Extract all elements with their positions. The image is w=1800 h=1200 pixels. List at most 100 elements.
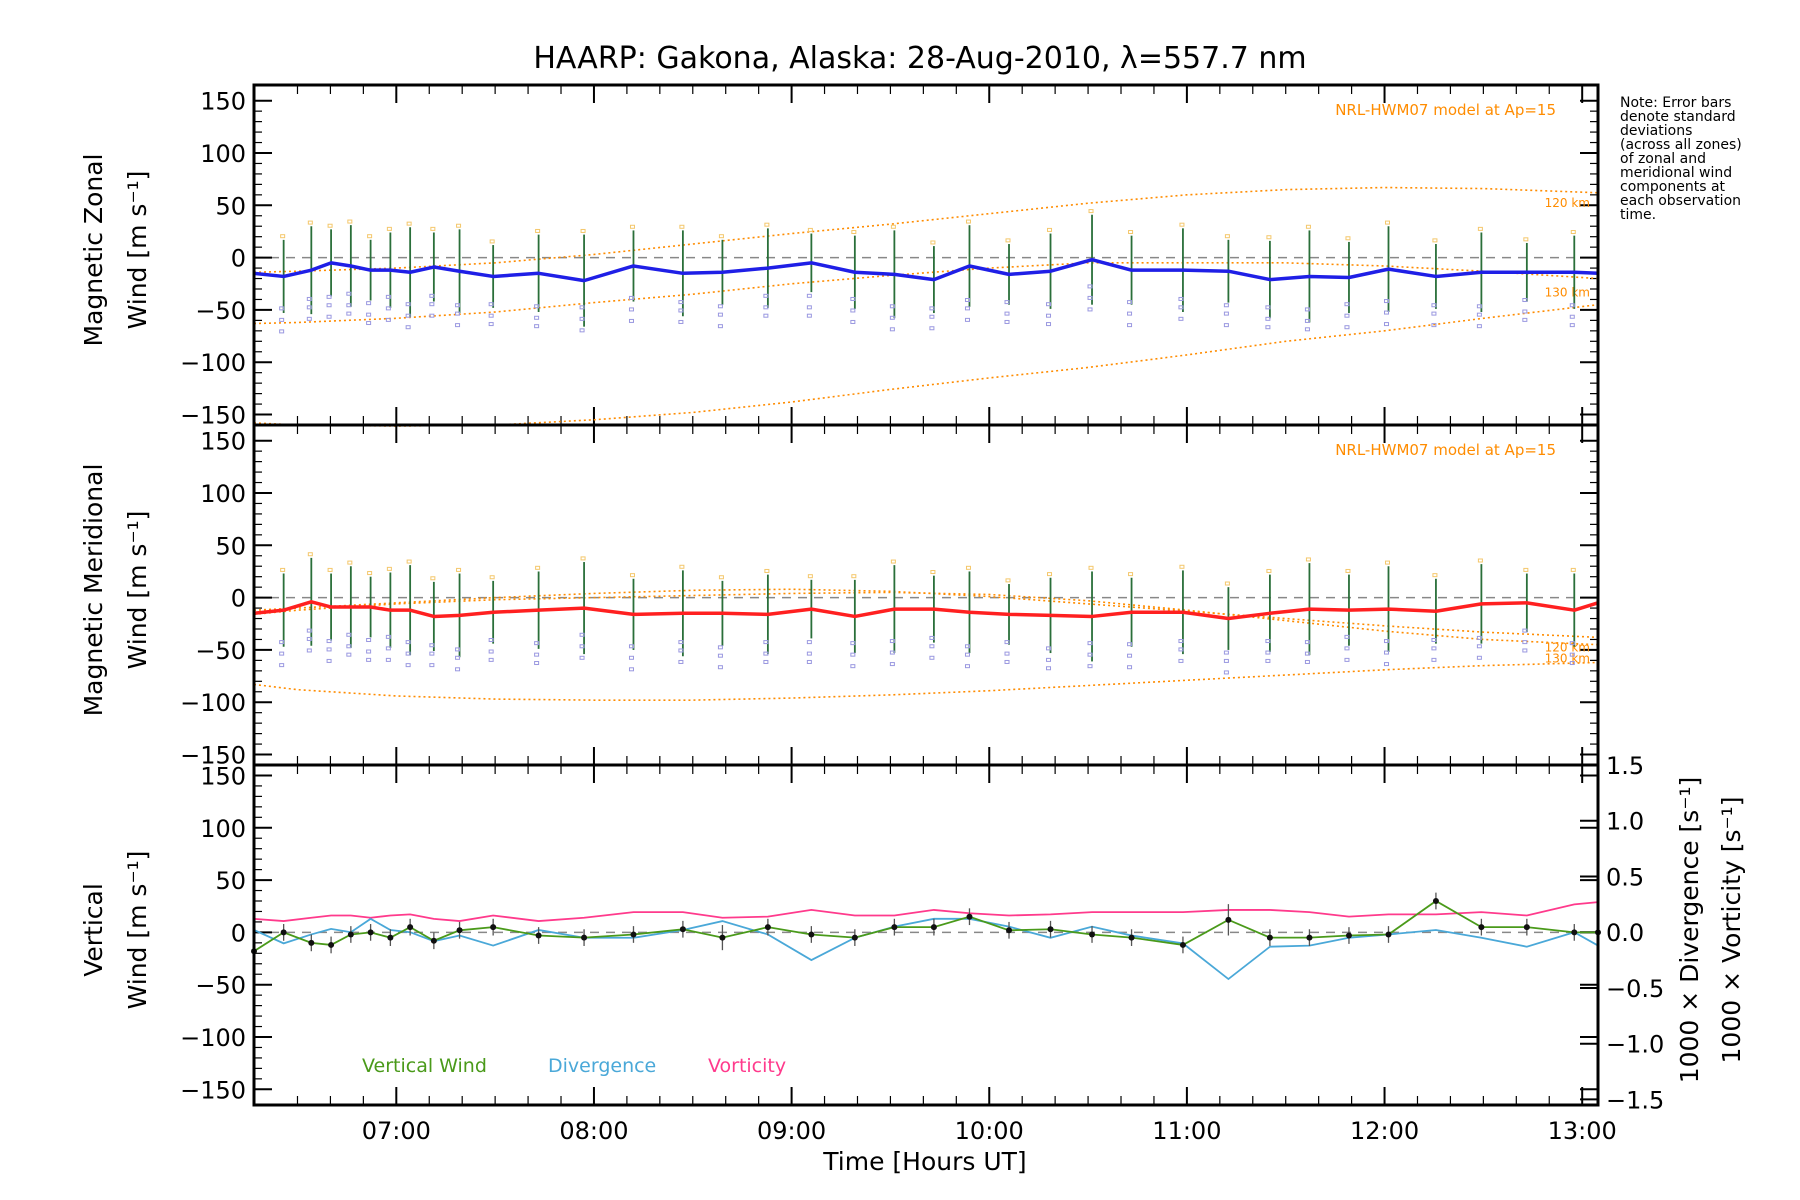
zone-point	[346, 311, 352, 316]
note-line: meridional wind	[1620, 165, 1732, 181]
zone-point	[678, 300, 684, 305]
zone-point	[806, 651, 812, 656]
zone-point	[678, 308, 684, 313]
y-tick-label: 50	[215, 192, 246, 220]
zone-point	[1087, 664, 1093, 669]
x-tick-label: 12:00	[1350, 1117, 1419, 1145]
zone-point	[1383, 322, 1389, 327]
vertical-wind-point	[430, 937, 437, 944]
y-tick-label: −100	[180, 349, 246, 377]
zone-point	[806, 313, 812, 318]
zone-point	[1431, 646, 1437, 651]
zone-point	[535, 565, 541, 570]
zone-point	[1304, 318, 1310, 323]
meridional-ylabel-line2: Wind [m s⁻¹]	[123, 511, 152, 670]
zone-point	[889, 662, 895, 667]
altitude-label: 130 km	[1545, 286, 1590, 300]
zone-point	[629, 573, 635, 578]
y-tick-label: 0	[231, 919, 246, 947]
zone-point	[580, 556, 586, 561]
zone-point	[806, 305, 812, 310]
zone-point	[279, 329, 285, 334]
zone-point	[385, 646, 391, 651]
zone-point	[347, 560, 353, 565]
x-tick-label: 09:00	[757, 1117, 826, 1145]
zone-point	[489, 239, 495, 244]
x-tick-label: 13:00	[1548, 1117, 1617, 1145]
zone-point	[1305, 557, 1311, 562]
zone-point	[1004, 311, 1010, 316]
panel-frame	[252, 763, 1600, 1107]
zone-point	[1522, 628, 1528, 633]
zone-point	[405, 302, 411, 307]
model-curve	[253, 661, 1599, 701]
zone-point	[628, 307, 634, 312]
zone-point	[346, 644, 352, 649]
x-tick-label: 10:00	[955, 1117, 1024, 1145]
zone-point	[1476, 324, 1482, 329]
zone-point	[455, 647, 461, 652]
note-line: components at	[1620, 179, 1726, 195]
vertical-wind-point	[1179, 941, 1186, 948]
zone-point	[1004, 319, 1010, 324]
zone-point	[1383, 639, 1389, 644]
zone-point	[1265, 658, 1271, 663]
zone-point	[488, 313, 494, 318]
vertical-wind-point	[1266, 934, 1273, 941]
zone-point	[1087, 641, 1093, 646]
vertical-wind-point	[1478, 924, 1485, 931]
zone-point	[367, 234, 373, 239]
zone-point	[534, 641, 540, 646]
y-tick-label: 100	[200, 140, 246, 168]
vertical-wind-panel: 150 100 50 0 −50 −100 −150 1.5 1.0 0.5 0.0 −0.5 −1.0…	[180, 752, 1664, 1145]
zone-point	[850, 296, 856, 301]
zone-point	[405, 325, 411, 330]
zone-point	[366, 321, 372, 326]
zone-point	[488, 657, 494, 662]
y-tick-label: −150	[180, 1076, 246, 1104]
zone-point	[965, 219, 971, 224]
vertical-wind-point	[280, 929, 287, 936]
vertical-wind-point	[1225, 916, 1232, 923]
zone-point	[1345, 236, 1351, 241]
zone-point	[718, 234, 724, 239]
zone-point	[850, 319, 856, 324]
zone-point	[678, 640, 684, 645]
zone-point	[807, 574, 813, 579]
zone-point	[280, 234, 286, 239]
zone-point	[929, 635, 935, 640]
zone-point	[1383, 299, 1389, 304]
vertical-wind-point	[1089, 931, 1096, 938]
y2-tick-label: 1.0	[1606, 808, 1644, 836]
vertical-wind-point	[1345, 932, 1352, 939]
zone-point	[717, 324, 723, 329]
zone-point	[280, 567, 286, 572]
zone-point	[1305, 224, 1311, 229]
y-tick-label: 50	[215, 532, 246, 560]
zone-point	[717, 645, 723, 650]
zone-point	[1265, 305, 1271, 310]
zone-point	[1178, 647, 1184, 652]
zone-point	[1178, 316, 1184, 321]
note-line: time.	[1620, 207, 1656, 223]
zone-point	[1570, 230, 1576, 235]
zone-point	[1304, 640, 1310, 645]
zone-point	[930, 240, 936, 245]
zone-point	[1384, 220, 1390, 225]
zone-point	[1179, 222, 1185, 227]
y2-tick-label: 1.5	[1606, 752, 1644, 780]
model-curve	[253, 588, 1599, 639]
y-tick-label: 0	[231, 245, 246, 273]
vertical-wind-point	[930, 924, 937, 931]
zone-point	[327, 223, 333, 228]
vertical-wind-point	[308, 939, 315, 946]
zone-point	[1004, 651, 1010, 656]
zone-point	[456, 223, 462, 228]
zone-point	[346, 632, 352, 637]
zone-point	[1178, 658, 1184, 663]
model-curve	[253, 262, 1599, 325]
y-tick-label: 100	[200, 480, 246, 508]
vertical-ylabel-line2: Wind [m s⁻¹]	[123, 851, 152, 1010]
zone-point	[763, 659, 769, 664]
zone-point	[1046, 646, 1052, 651]
